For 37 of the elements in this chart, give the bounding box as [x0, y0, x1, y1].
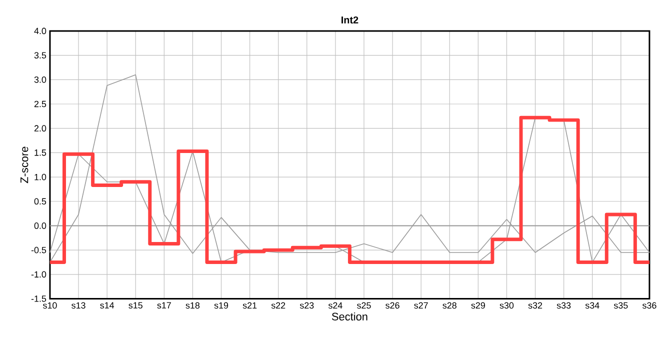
x-tick-label: s22 [271, 302, 286, 309]
x-tick-label: s28 [442, 302, 456, 309]
x-tick-label: s13 [72, 302, 86, 309]
x-tick-label: s30 [500, 302, 514, 309]
x-tick-label: s34 [585, 302, 600, 309]
y-tick-label: 3.0 [34, 76, 46, 83]
x-tick-label: s24 [328, 302, 342, 309]
x-tick-label: s10 [42, 302, 57, 309]
y-tick-label: 0.5 [34, 198, 46, 205]
x-tick-label: s14 [100, 302, 114, 309]
y-axis-title: Z-score [20, 146, 28, 184]
x-tick-label: s26 [386, 302, 400, 309]
y-tick-label: 1.0 [34, 174, 46, 180]
x-tick-label: s23 [300, 302, 314, 309]
y-tick-label: 1.5 [34, 150, 46, 156]
chart-title: Int2 [342, 16, 358, 24]
y-tick-label: 4.0 [34, 28, 46, 34]
x-tick-label: s29 [471, 302, 485, 309]
x-tick-label: s15 [128, 302, 142, 309]
x-tick-label: s19 [214, 302, 228, 309]
x-axis-title: Section [332, 312, 368, 321]
x-tick-label: s33 [556, 302, 571, 309]
x-tick-label: s27 [414, 302, 428, 309]
y-tick-label: 0.0 [34, 222, 46, 230]
y-tick-label: -1.5 [31, 296, 46, 302]
y-tick-label: -0.5 [31, 247, 46, 254]
y-tick-label: 2.0 [34, 125, 46, 132]
x-tick-label: s21 [242, 302, 257, 309]
x-tick-label: s25 [357, 302, 371, 309]
x-tick-label: s35 [614, 302, 628, 309]
x-tick-label: s18 [186, 302, 200, 309]
y-tick-label: 2.5 [34, 100, 46, 108]
x-tick-label: s32 [528, 302, 542, 309]
x-tick-label: s36 [642, 302, 656, 309]
y-tick-label: -1.0 [31, 271, 46, 278]
y-tick-label: 3.5 [34, 52, 46, 59]
x-tick-label: s17 [157, 302, 171, 309]
